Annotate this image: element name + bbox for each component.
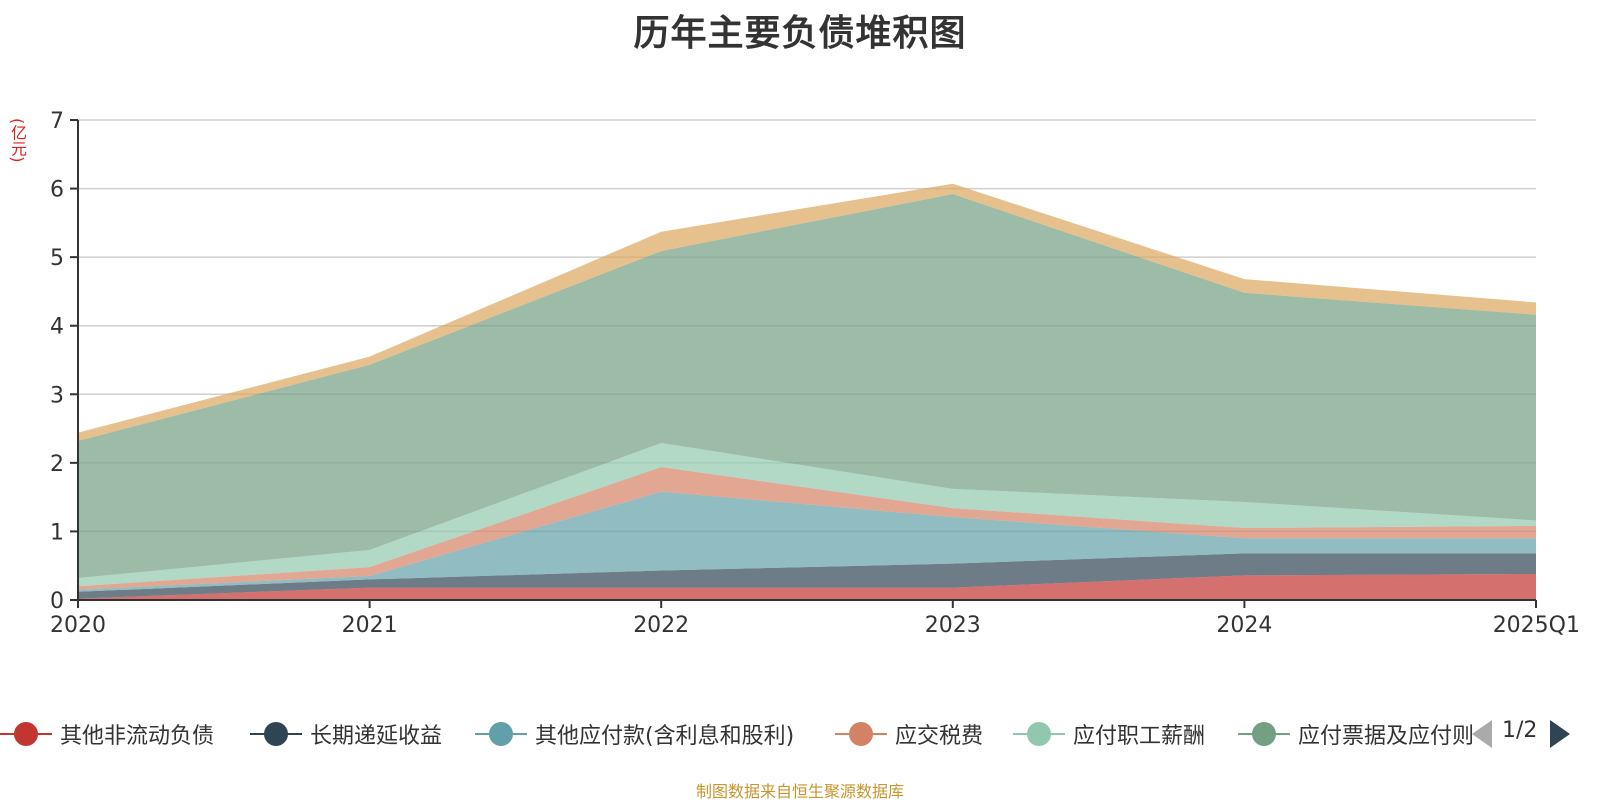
- area-series-5: [78, 194, 1536, 579]
- y-tick-label-5: 5: [50, 246, 64, 271]
- legend-item-3[interactable]: 应交税费: [835, 714, 983, 754]
- legend-prev-page-icon[interactable]: [1472, 720, 1492, 748]
- y-tick-label-4: 4: [50, 315, 64, 340]
- legend-label: 应付票据及应付则: [1298, 724, 1475, 749]
- legend-label: 长期递延收益: [310, 724, 443, 749]
- y-tick-label-7: 7: [50, 109, 64, 134]
- x-tick-label-0: 2020: [50, 613, 106, 638]
- chart-title: 历年主要负债堆积图: [633, 13, 967, 54]
- chart-legend: 其他非流动负债 长期递延收益 其他应付款(含利息和股利) 应交税费 应付职工薪酬 应付票据…: [0, 714, 1600, 754]
- x-tick-label-1: 2021: [342, 613, 398, 638]
- area-series-3: [78, 466, 1536, 590]
- y-tick-label-2: 2: [50, 452, 64, 477]
- y-tick-label-1: 1: [50, 520, 64, 545]
- legend-label: 其他应付款(含利息和股利): [535, 724, 795, 749]
- legend-label: 应交税费: [895, 724, 984, 749]
- data-source-footer: 制图数据来自恒生聚源数据库: [695, 782, 904, 801]
- x-tick-label-4: 2024: [1216, 613, 1272, 638]
- legend-label: 应付职工薪酬: [1073, 724, 1206, 749]
- legend-item-1[interactable]: 长期递延收益: [250, 714, 442, 754]
- legend-marker-icon: [250, 714, 302, 754]
- legend-item-4[interactable]: 应付职工薪酬: [1013, 714, 1205, 754]
- legend-next-page-icon[interactable]: [1550, 720, 1570, 748]
- legend-marker-icon: [835, 714, 887, 754]
- y-tick-label-0: 0: [50, 589, 64, 614]
- y-tick-label-6: 6: [50, 178, 64, 203]
- x-tick-label-3: 2023: [925, 613, 981, 638]
- area-series-0: [78, 573, 1536, 600]
- legend-marker-icon: [475, 714, 527, 754]
- legend-item-2[interactable]: 其他应付款(含利息和股利): [475, 714, 794, 754]
- legend-item-5[interactable]: 应付票据及应付则: [1238, 714, 1486, 754]
- y-tick-label-3: 3: [50, 383, 64, 408]
- legend-page-indicator: 1/2: [1502, 718, 1538, 743]
- x-tick-label-5: 2025Q1: [1493, 613, 1580, 638]
- legend-marker-icon: [1238, 714, 1290, 754]
- legend-item-0[interactable]: 其他非流动负债: [0, 714, 214, 754]
- area-series-4: [78, 442, 1536, 587]
- y-axis-unit-label: (亿元): [8, 118, 27, 163]
- area-series-1: [78, 553, 1536, 599]
- legend-pager: 1/2: [1472, 714, 1600, 754]
- legend-marker-icon: [1013, 714, 1065, 754]
- area-series-2: [78, 491, 1536, 592]
- x-tick-label-2: 2022: [633, 613, 689, 638]
- legend-marker-icon: [0, 714, 52, 754]
- legend-label: 其他非流动负债: [60, 724, 215, 749]
